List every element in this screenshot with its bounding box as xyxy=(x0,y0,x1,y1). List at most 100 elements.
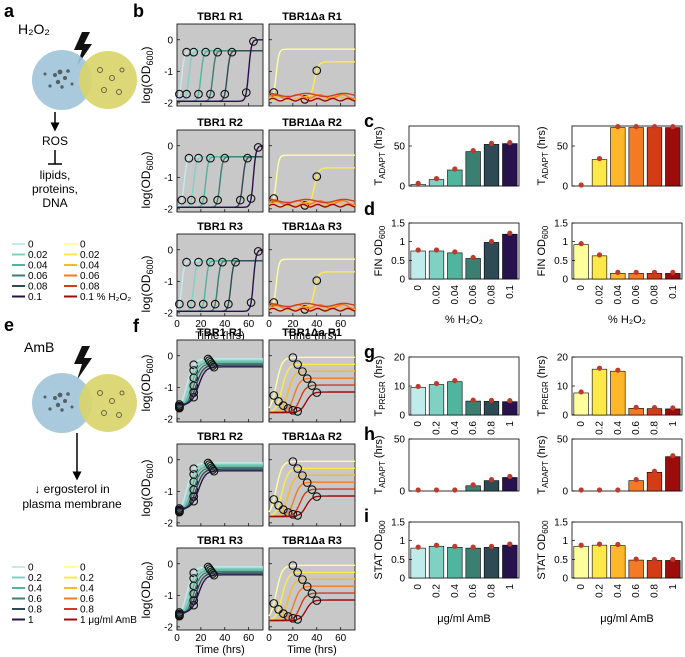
cell-blue xyxy=(32,50,92,110)
plot-area xyxy=(176,23,264,107)
curve-marker xyxy=(182,89,191,99)
bar-chart-c-mutant: 0 50 TADAPT (hrs) xyxy=(536,124,683,193)
bar xyxy=(610,370,626,416)
curve-marker xyxy=(209,466,219,476)
x-tick-label: 1 xyxy=(505,421,516,427)
legend-label: 0 xyxy=(28,240,34,251)
y-axis-label: log(OD600) xyxy=(139,46,155,103)
curve-marker xyxy=(220,153,230,163)
growth-curve xyxy=(269,377,355,414)
bar-chart-h-mutant: 0 50 TADAPT (hrs) xyxy=(536,435,683,498)
y-tick-label: 1 xyxy=(562,536,568,547)
data-point xyxy=(596,156,603,162)
y-tick-label: 0.5 xyxy=(554,256,568,267)
x-tick-label: 0.2 xyxy=(432,421,443,435)
curve-marker xyxy=(302,478,312,487)
bar xyxy=(447,547,463,579)
growth-curve xyxy=(176,571,263,617)
legend-label: 0 xyxy=(80,563,86,574)
bar xyxy=(483,242,500,280)
panel-letter-a: a xyxy=(4,1,15,21)
y-tick-label: 0 xyxy=(399,182,405,193)
bar xyxy=(573,244,589,280)
bar-chart-h-wildtype: 0 50 TADAPT (hrs) xyxy=(373,435,520,498)
data-point xyxy=(578,389,584,395)
y-tick-label: 20 xyxy=(557,353,569,364)
cell-yellow xyxy=(79,51,137,109)
data-point xyxy=(596,252,603,258)
x-tick-label: 40 xyxy=(311,633,323,644)
bar xyxy=(502,544,518,579)
data-point xyxy=(651,124,658,130)
bar xyxy=(665,456,681,492)
growth-curve xyxy=(269,92,356,98)
y-axis-label: TADAPT (hrs) xyxy=(536,435,550,494)
panel-letter-c: c xyxy=(364,111,374,131)
x-tick-label: 60 xyxy=(243,319,255,330)
curve-marker xyxy=(241,88,251,97)
x-tick-label: 0.6 xyxy=(468,421,479,435)
bar xyxy=(465,400,481,416)
growth-curve xyxy=(176,468,263,511)
curve-marker xyxy=(213,195,222,205)
panel-letter-g: g xyxy=(364,342,375,362)
y-tick-label: -2 xyxy=(164,518,173,529)
y-tick-label: 0 xyxy=(167,141,173,152)
data-point xyxy=(452,487,458,493)
curve-marker xyxy=(224,299,233,309)
curve-marker xyxy=(288,561,298,570)
panel-f-growth-curves: TBR1 R1 -2 -1 0 TBR1Δa R1 TBR1 R2 -2 -1 0 TBR1Δa … xyxy=(139,327,356,656)
growth-curve xyxy=(177,39,263,102)
y-tick-label: -1 xyxy=(164,591,173,602)
growth-curve xyxy=(269,481,355,518)
y-tick-label: 0 xyxy=(399,574,405,585)
curve-marker xyxy=(269,599,279,608)
y-axis-label: FIN OD600 xyxy=(373,225,387,276)
x-tick-label: 0 xyxy=(576,421,587,427)
y-tick-label: -1 xyxy=(164,67,173,78)
y-tick-label: 50 xyxy=(394,142,406,153)
bar xyxy=(465,151,481,187)
x-tick-label: 0.2 xyxy=(595,421,606,435)
legend-label: 0.06 xyxy=(80,271,100,282)
legend-label: 0.02 xyxy=(28,250,48,261)
axes-box xyxy=(571,438,683,492)
curve-marker xyxy=(278,505,288,514)
panel-letter-i: i xyxy=(364,506,369,526)
data-point xyxy=(670,453,676,459)
curve-marker xyxy=(307,589,317,598)
growth-curve xyxy=(176,463,263,515)
bar xyxy=(646,560,663,579)
x-tick-label: 0 xyxy=(413,285,424,291)
curve-marker xyxy=(206,153,215,163)
y-tick-label: -2 xyxy=(164,98,173,109)
panel-a-schematic: H₂O₂ ROS lipids, proteins, DNA 0 00.02 0.0… xyxy=(12,21,137,303)
growth-curve xyxy=(176,465,263,514)
x-tick-label: 0.6 xyxy=(631,584,642,598)
curve-marker xyxy=(253,143,263,152)
data-point xyxy=(415,544,421,550)
data-point xyxy=(415,383,421,390)
data-point xyxy=(670,124,676,130)
step-lipids: lipids, xyxy=(40,168,71,182)
bar xyxy=(465,258,481,280)
x-axis-label: % H₂O₂ xyxy=(608,314,646,326)
x-axis-label: Time (hrs) xyxy=(195,644,245,656)
curve-marker xyxy=(209,362,219,372)
x-tick-label: 0.4 xyxy=(613,421,624,435)
curve-marker xyxy=(194,153,203,163)
legend-label: 0.4 xyxy=(80,584,94,595)
legend-label: 0.04 xyxy=(28,261,48,272)
growth-curve xyxy=(268,258,355,311)
growth-curve xyxy=(177,145,264,208)
data-point xyxy=(633,269,639,275)
y-tick-label: 0.5 xyxy=(391,555,405,566)
data-point xyxy=(651,556,658,563)
x-tick-label: 0.6 xyxy=(631,421,642,435)
curve-marker xyxy=(201,47,211,57)
growth-curve xyxy=(176,462,263,514)
subplot-title: TBR1 R1 xyxy=(197,11,243,23)
y-tick-label: 0 xyxy=(562,275,568,286)
curve-marker xyxy=(293,511,303,520)
